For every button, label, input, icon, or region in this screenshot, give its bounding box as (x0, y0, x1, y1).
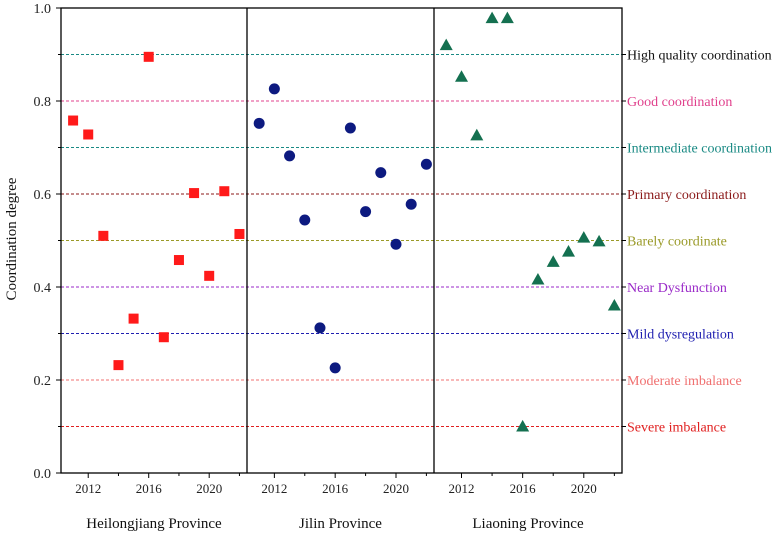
data-point-square (204, 270, 215, 281)
data-point-square (143, 51, 154, 62)
y-tick-label: 0.0 (34, 467, 52, 482)
x-tick-label: 2012 (75, 481, 101, 496)
y-axis-label: Coordination degree (4, 177, 20, 300)
panel-title: Heilongjiang Province (86, 516, 222, 532)
data-point-triangle (607, 299, 621, 311)
data-point-square (189, 188, 200, 199)
threshold-label: High quality coordination (627, 49, 772, 64)
threshold-label: Moderate imbalance (627, 374, 742, 389)
panel-title: Jilin Province (299, 516, 382, 532)
data-point-square (83, 129, 94, 140)
data-point-square (173, 255, 184, 266)
data-points (68, 11, 621, 432)
x-tick-label: 2020 (571, 481, 597, 496)
y-axis: 0.0 0.2 0.4 0.6 0.8 1.0 (34, 2, 626, 482)
data-point-square (219, 186, 230, 197)
x-tick-label: 2012 (449, 481, 475, 496)
data-point-triangle (592, 234, 606, 247)
data-point-square (98, 230, 109, 241)
threshold-label: Primary coordination (627, 188, 746, 203)
data-point-triangle (531, 272, 545, 285)
data-point-triangle (485, 11, 499, 24)
data-point-triangle (455, 70, 469, 82)
data-point-triangle (516, 419, 530, 432)
x-axes: 2012 2016 2020 Heilongjiang Province 2012 201… (75, 473, 615, 532)
data-point-circle (375, 167, 387, 179)
data-point-circle (253, 117, 265, 129)
threshold-label: Intermediate coordination (627, 142, 772, 157)
x-tick-label: 2012 (261, 481, 287, 496)
data-point-triangle (577, 231, 591, 243)
data-point-triangle (470, 128, 484, 141)
data-point-square (68, 115, 79, 126)
x-tick-label: 2016 (322, 481, 349, 496)
data-point-circle (299, 214, 311, 226)
data-point-circle (420, 158, 432, 170)
y-tick-label: 0.6 (34, 188, 52, 203)
data-point-triangle (546, 255, 560, 267)
data-point-triangle (439, 38, 453, 51)
y-tick-label: 1.0 (34, 2, 52, 17)
x-tick-label: 2020 (383, 481, 409, 496)
y-tick-label: 0.8 (34, 95, 52, 110)
x-tick-label: 2020 (196, 481, 222, 496)
data-point-circle (390, 238, 402, 250)
y-tick-label: 0.2 (34, 374, 52, 389)
x-tick-label: 2016 (136, 481, 163, 496)
data-point-square (234, 228, 245, 239)
threshold-lines (61, 54, 622, 427)
threshold-label: Mild dysregulation (627, 328, 734, 343)
threshold-labels: High quality coordination Good coordinati… (627, 49, 772, 436)
data-point-triangle (562, 245, 576, 257)
threshold-label: Good coordination (627, 95, 732, 110)
data-point-circle (284, 150, 296, 162)
threshold-label: Severe imbalance (627, 421, 726, 436)
data-point-circle (314, 322, 326, 334)
threshold-label: Near Dysfunction (627, 281, 727, 296)
data-point-square (158, 332, 169, 343)
x-tick-label: 2016 (510, 481, 537, 496)
data-point-circle (268, 83, 280, 95)
y-tick-label: 0.4 (34, 281, 52, 296)
data-point-circle (405, 198, 417, 210)
data-point-circle (360, 206, 372, 218)
data-point-circle (329, 362, 341, 374)
data-point-square (113, 360, 124, 371)
data-point-square (128, 313, 139, 324)
panel-title: Liaoning Province (472, 516, 584, 532)
threshold-label: Barely coordinate (627, 235, 727, 250)
data-point-triangle (500, 11, 514, 24)
data-point-circle (344, 122, 356, 134)
